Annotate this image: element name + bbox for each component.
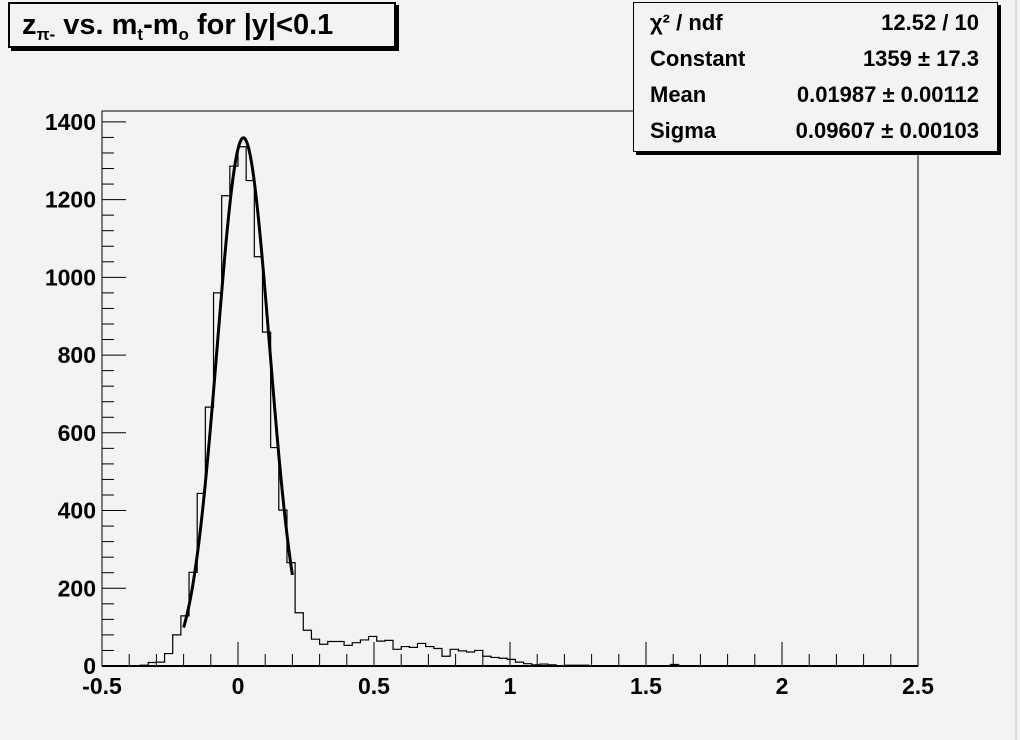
histogram-bin bbox=[344, 645, 352, 666]
histogram-bin bbox=[295, 613, 303, 666]
histogram-bin bbox=[466, 652, 474, 666]
histogram-bin bbox=[434, 649, 442, 666]
y-tick-label: 400 bbox=[58, 498, 96, 524]
histogram-bin bbox=[311, 639, 319, 666]
histogram-bin bbox=[369, 636, 377, 666]
stats-label: χ² / ndf bbox=[650, 10, 723, 35]
y-tick-label: 1400 bbox=[45, 109, 96, 135]
histogram-bin bbox=[450, 649, 458, 666]
histogram-bin bbox=[238, 147, 246, 666]
histogram-bin bbox=[271, 448, 279, 666]
histogram-bin bbox=[320, 644, 328, 666]
x-tick-label: 0.5 bbox=[358, 673, 390, 699]
histogram-bin bbox=[401, 647, 409, 666]
histogram-bin bbox=[352, 643, 360, 666]
x-tick-label: 1.5 bbox=[630, 673, 662, 699]
x-tick-label: 1 bbox=[504, 673, 517, 699]
stats-value: 1359 ± 17.3 bbox=[862, 46, 979, 71]
histogram-bin bbox=[360, 640, 368, 666]
x-tick-label: 0 bbox=[232, 673, 245, 699]
histogram-bin bbox=[230, 166, 238, 666]
stats-value: 0.09607 ± 0.00103 bbox=[795, 118, 979, 143]
histogram-bin bbox=[246, 181, 254, 666]
y-tick-label: 1200 bbox=[45, 187, 96, 213]
histogram-bin bbox=[458, 651, 466, 666]
histogram-bin bbox=[328, 642, 336, 666]
y-tick-label: 200 bbox=[58, 575, 96, 601]
y-tick-label: 1000 bbox=[45, 264, 96, 290]
histogram-bin bbox=[491, 657, 499, 666]
histogram-bin bbox=[393, 649, 401, 666]
histogram-bin bbox=[442, 656, 450, 666]
y-tick-label: 800 bbox=[58, 342, 96, 368]
histogram-bin bbox=[262, 332, 270, 666]
plot-frame bbox=[101, 110, 919, 667]
histogram-bin bbox=[173, 635, 181, 666]
stats-row-sigma: Sigma 0.09607 ± 0.00103 bbox=[650, 113, 979, 149]
x-tick-label: -0.5 bbox=[82, 673, 122, 699]
stats-row-constant: Constant 1359 ± 17.3 bbox=[650, 41, 979, 77]
y-tick-label: 600 bbox=[58, 420, 96, 446]
gaussian-fit-curve bbox=[182, 136, 294, 628]
stats-label: Sigma bbox=[650, 118, 717, 143]
y-tick-label: 0 bbox=[83, 653, 96, 679]
x-tick-label: 2 bbox=[776, 673, 789, 699]
histogram-bin bbox=[303, 630, 311, 666]
canvas-edge bbox=[1015, 0, 1017, 740]
fit-stats-box: χ² / ndf 12.52 / 10 Constant 1359 ± 17.3 M… bbox=[633, 2, 998, 152]
histogram-bin bbox=[254, 257, 262, 666]
histogram-bin bbox=[426, 647, 434, 666]
histogram-bin bbox=[385, 640, 393, 666]
stats-label: Constant bbox=[650, 46, 746, 71]
histogram-bin bbox=[336, 642, 344, 666]
histogram-bin bbox=[165, 654, 173, 666]
x-tick-label: 2.5 bbox=[902, 673, 934, 699]
histogram-bin bbox=[483, 656, 491, 666]
stats-row-chi2: χ² / ndf 12.52 / 10 bbox=[650, 5, 979, 41]
histogram-bin bbox=[499, 658, 507, 666]
stats-label: Mean bbox=[650, 82, 707, 107]
plot-title: zπ- vs. mt-mo for |y|<0.1 bbox=[8, 2, 396, 48]
histogram-bin bbox=[287, 563, 295, 666]
histogram-bin bbox=[377, 641, 385, 666]
stats-row-mean: Mean 0.01987 ± 0.00112 bbox=[650, 77, 979, 113]
stats-value: 12.52 / 10 bbox=[881, 10, 979, 35]
histogram-bin bbox=[409, 647, 417, 666]
stats-value: 0.01987 ± 0.00112 bbox=[796, 82, 979, 107]
histogram-bin bbox=[418, 643, 426, 666]
histogram-bin bbox=[475, 650, 483, 666]
